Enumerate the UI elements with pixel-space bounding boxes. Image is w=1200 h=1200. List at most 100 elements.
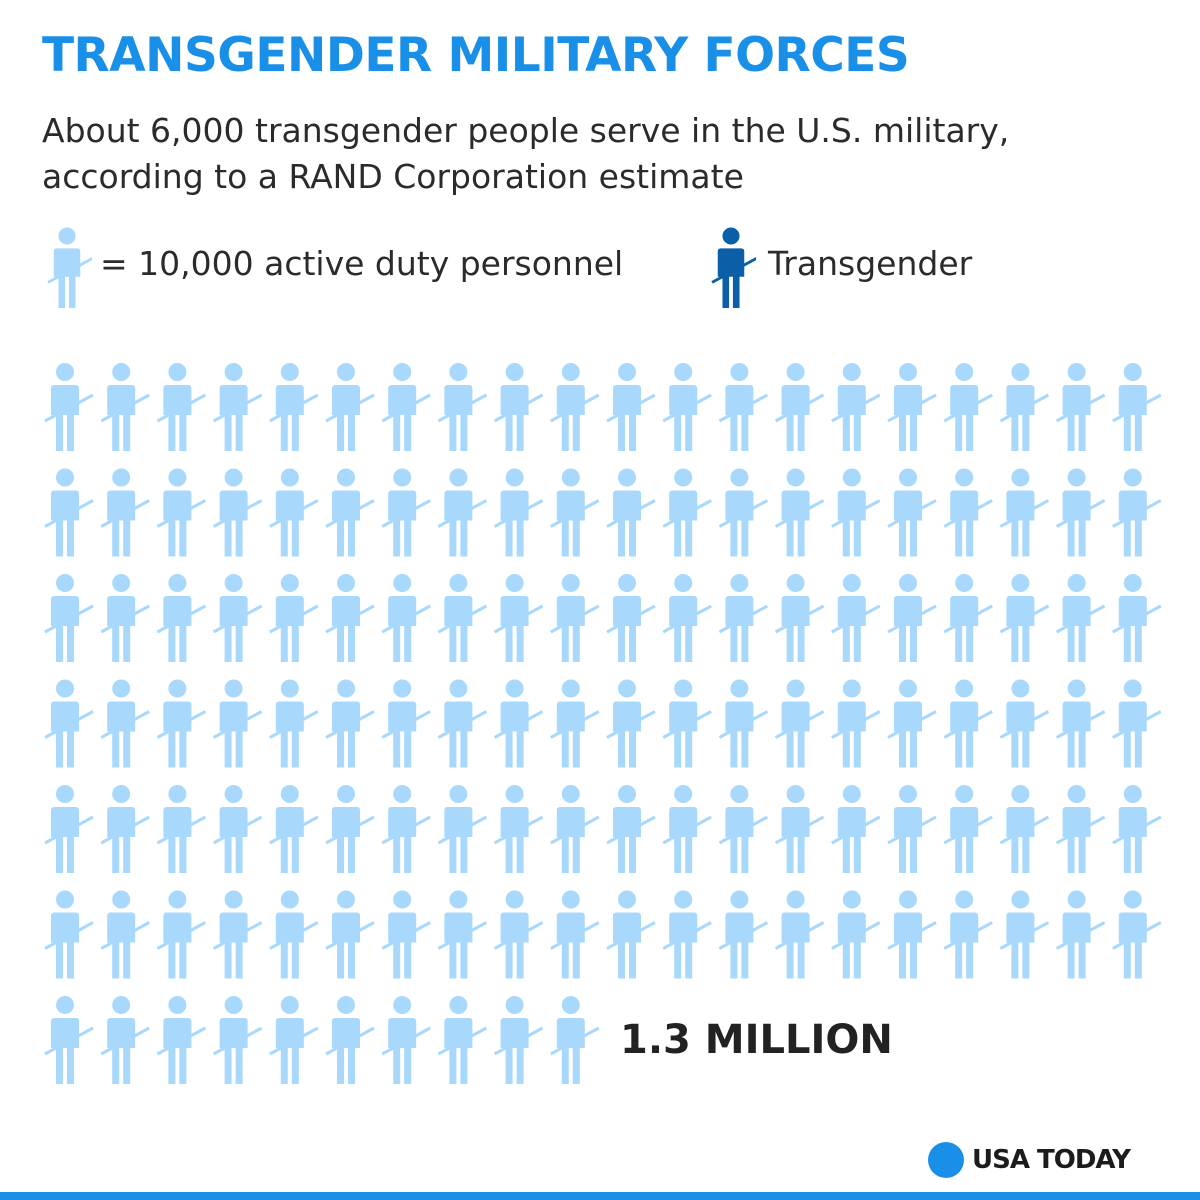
personnel-icon [436, 467, 488, 558]
personnel-icon [998, 784, 1050, 875]
personnel-icon [774, 467, 826, 558]
personnel-icon [155, 889, 207, 980]
personnel-icon [549, 995, 601, 1086]
legend-transgender-label: Transgender [768, 244, 973, 283]
personnel-icon [549, 889, 601, 980]
personnel-icon [324, 784, 376, 875]
personnel-icon [99, 362, 151, 453]
personnel-icon [717, 784, 769, 875]
personnel-icon [99, 889, 151, 980]
personnel-icon [43, 995, 95, 1086]
personnel-icon [717, 678, 769, 769]
personnel-icon [212, 889, 264, 980]
personnel-icon [436, 362, 488, 453]
personnel-icon [998, 573, 1050, 664]
personnel-icon [605, 362, 657, 453]
personnel-icon [830, 573, 882, 664]
total-personnel-label: 1.3 MILLION [620, 1017, 893, 1063]
personnel-icon [380, 467, 432, 558]
personnel-icon [155, 573, 207, 664]
personnel-icon [43, 784, 95, 875]
personnel-icon [549, 678, 601, 769]
personnel-icon [942, 362, 994, 453]
personnel-icon [99, 678, 151, 769]
personnel-icon [212, 362, 264, 453]
personnel-icon [1111, 467, 1163, 558]
personnel-icon [774, 573, 826, 664]
personnel-icon [43, 467, 95, 558]
personnel-icon [155, 995, 207, 1086]
personnel-icon [1111, 362, 1163, 453]
usa-today-logo-text: USA TODAY [972, 1145, 1131, 1175]
personnel-icon [886, 678, 938, 769]
chart-title: TRANSGENDER MILITARY FORCES [42, 28, 910, 83]
personnel-icon [380, 362, 432, 453]
personnel-icon [268, 995, 320, 1086]
personnel-icon [324, 467, 376, 558]
personnel-icon [830, 889, 882, 980]
personnel-icon [324, 678, 376, 769]
personnel-icon [268, 678, 320, 769]
personnel-icon [493, 467, 545, 558]
personnel-icon [324, 889, 376, 980]
personnel-icon [493, 889, 545, 980]
personnel-icon [268, 573, 320, 664]
personnel-icon [549, 362, 601, 453]
personnel-icon [942, 678, 994, 769]
personnel-icon [155, 362, 207, 453]
personnel-icon [942, 467, 994, 558]
personnel-icon [605, 573, 657, 664]
personnel-icon [998, 678, 1050, 769]
personnel-icon [268, 784, 320, 875]
personnel-icon [1055, 362, 1107, 453]
personnel-icon [1111, 573, 1163, 664]
personnel-icon [1055, 573, 1107, 664]
personnel-icon [1055, 784, 1107, 875]
personnel-icon-grid [43, 362, 1163, 1086]
personnel-icon [43, 889, 95, 980]
personnel-icon [212, 678, 264, 769]
legend-personnel-label: = 10,000 active duty personnel [100, 244, 624, 283]
personnel-icon [99, 784, 151, 875]
personnel-icon [998, 889, 1050, 980]
personnel-icon [436, 995, 488, 1086]
personnel-icon [1055, 467, 1107, 558]
personnel-icon [1111, 784, 1163, 875]
usa-today-logo: USA TODAY [928, 1140, 1131, 1180]
personnel-icon [380, 573, 432, 664]
personnel-icon [99, 995, 151, 1086]
personnel-icon [324, 362, 376, 453]
personnel-icon [380, 784, 432, 875]
personnel-icon [774, 784, 826, 875]
personnel-icon [549, 573, 601, 664]
personnel-icon [830, 678, 882, 769]
usa-today-logo-dot [928, 1142, 964, 1178]
personnel-icon [998, 467, 1050, 558]
personnel-icon [324, 995, 376, 1086]
personnel-icon [942, 784, 994, 875]
personnel-icon [886, 467, 938, 558]
transgender-icon [43, 362, 95, 453]
personnel-icon [605, 784, 657, 875]
personnel-icon [998, 362, 1050, 453]
personnel-icon [830, 467, 882, 558]
personnel-icon [886, 889, 938, 980]
personnel-icon [493, 995, 545, 1086]
personnel-icon [886, 573, 938, 664]
personnel-icon [1055, 889, 1107, 980]
personnel-icon [661, 573, 713, 664]
personnel-icon [436, 573, 488, 664]
personnel-icon [886, 362, 938, 453]
personnel-icon [268, 467, 320, 558]
personnel-icon [605, 678, 657, 769]
personnel-icon [717, 889, 769, 980]
personnel-icon [1111, 678, 1163, 769]
personnel-icon [549, 467, 601, 558]
personnel-icon [43, 573, 95, 664]
personnel-icon [212, 467, 264, 558]
personnel-icon [155, 784, 207, 875]
personnel-icon [605, 889, 657, 980]
personnel-icon [380, 995, 432, 1086]
personnel-icon [155, 678, 207, 769]
